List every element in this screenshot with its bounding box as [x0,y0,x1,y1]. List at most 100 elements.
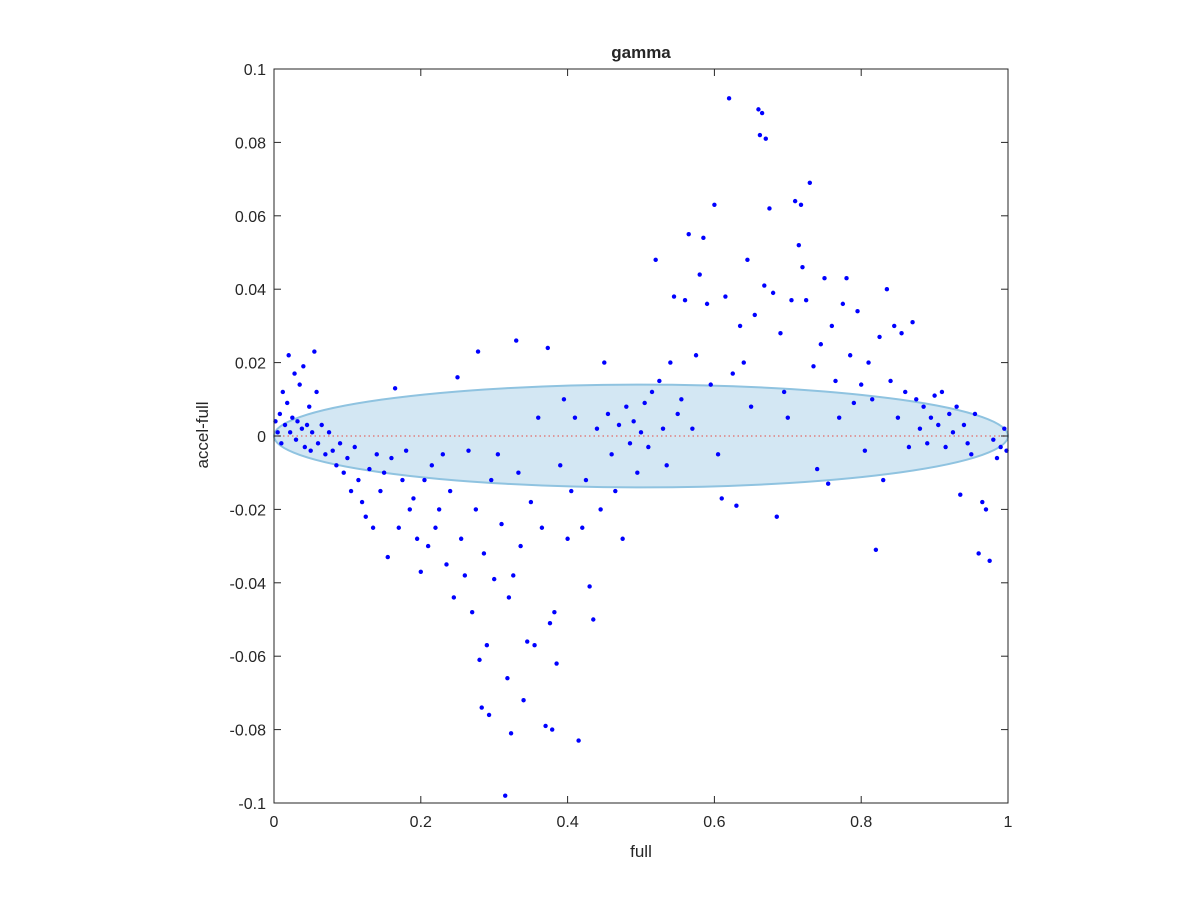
data-point [620,536,625,541]
data-point [690,426,695,431]
y-tick-label: -0.04 [230,576,267,593]
data-point [789,298,794,303]
data-point [337,441,343,446]
data-point [481,551,487,556]
data-point [884,287,890,292]
data-point [792,198,798,204]
data-point [836,415,842,420]
axis-ticks: 0 0.2 0.4 0.6 0.8 1 -0.1 -0.08 -0.06 -0.04 -0.02 0 0… [230,62,1013,831]
data-point [598,507,603,512]
data-point [796,242,802,248]
data-point [798,202,804,207]
data-point [763,136,768,141]
data-point [723,294,728,299]
data-point [759,110,765,116]
data-point [748,404,754,409]
data-point [511,573,516,578]
data-point [292,371,297,376]
data-point [506,595,512,600]
data-point [282,422,288,428]
data-point [638,430,644,435]
data-point [704,301,710,307]
data-point [275,430,280,435]
data-point [576,738,581,743]
data-point [508,731,514,736]
data-point [734,503,739,508]
data-point [484,642,490,648]
data-point [580,525,585,530]
data-point [400,477,405,483]
data-point [552,609,557,615]
data-point [345,455,350,461]
data-point [312,349,317,354]
y-tick-label: -0.02 [230,502,267,519]
data-point [396,525,401,530]
data-point [745,257,750,263]
data-point [545,345,550,351]
y-tick-label: 0.04 [235,282,266,299]
data-point [657,378,662,384]
x-tick-label: 1 [1004,814,1013,831]
data-point [458,536,464,541]
data-point [778,331,783,336]
data-point [549,727,555,732]
data-point [308,448,313,453]
data-point [682,298,688,303]
y-tick-label: 0.1 [244,62,266,79]
data-point [932,393,937,398]
data-point [847,353,853,358]
x-tick-label: 0.2 [410,814,432,831]
data-point [814,466,820,472]
data-point [803,298,809,303]
data-point [286,353,291,358]
data-point [609,452,614,457]
data-point [954,404,959,409]
data-point [752,312,757,318]
data-point [277,411,283,417]
y-axis-label: accel-full [193,401,212,468]
data-point [455,375,460,380]
data-point [525,639,530,644]
data-point [495,452,501,457]
data-point [892,323,897,329]
data-point [569,488,574,494]
data-point [503,793,508,798]
data-point [359,499,365,505]
data-point [304,422,310,428]
data-point [440,452,446,457]
data-point [418,569,423,574]
data-point [671,294,677,299]
data-point [925,441,930,446]
data-point [473,507,479,512]
data-point [800,264,805,270]
data-point [330,448,335,453]
data-point [914,397,919,402]
data-point [554,661,559,666]
data-point [811,364,816,369]
data-point [936,422,941,428]
data-point [991,437,996,442]
data-point [323,452,328,457]
data-point [781,389,787,395]
data-point [726,96,732,101]
data-point [444,562,449,567]
data-point [486,712,492,718]
data-point [664,463,669,468]
data-point [374,452,379,457]
data-point [558,463,563,468]
y-tick-label: -0.1 [238,796,266,813]
data-point [895,415,901,420]
data-point [646,444,651,450]
data-point [389,455,394,461]
data-point [825,481,831,486]
data-point [334,463,339,468]
data-point [307,404,312,409]
data-point [767,206,772,211]
data-point [605,411,611,417]
data-point [653,257,658,263]
x-tick-label: 0 [270,814,279,831]
data-point [969,452,974,457]
data-point [348,488,354,494]
